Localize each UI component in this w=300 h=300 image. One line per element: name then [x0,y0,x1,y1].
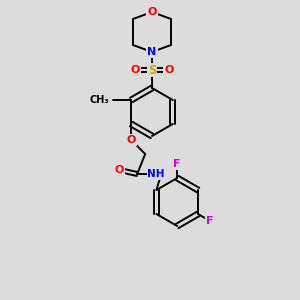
Text: NH: NH [148,169,165,179]
Text: F: F [206,216,214,226]
Text: N: N [147,47,157,57]
Text: S: S [148,64,156,76]
Text: O: O [130,65,140,75]
Text: F: F [173,159,181,169]
Text: O: O [115,165,124,175]
Text: O: O [127,135,136,145]
Text: O: O [147,7,157,17]
Text: O: O [164,65,174,75]
Text: CH₃: CH₃ [90,95,109,105]
